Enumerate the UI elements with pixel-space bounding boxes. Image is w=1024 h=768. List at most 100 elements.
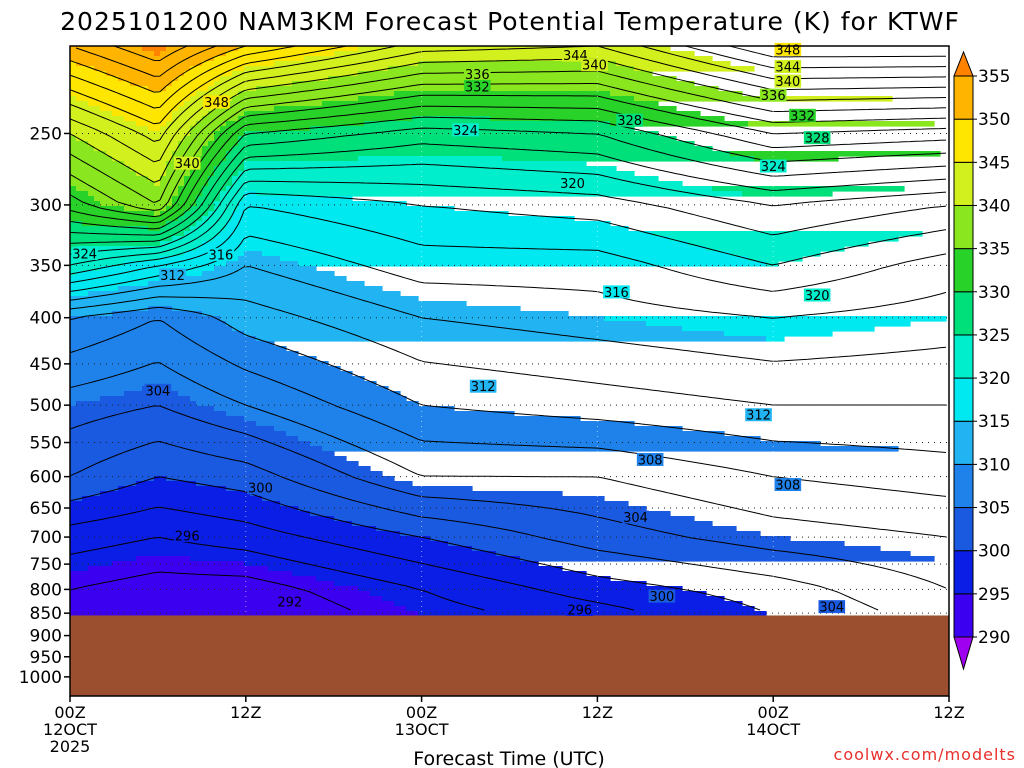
field-cell bbox=[244, 66, 389, 72]
field-cell bbox=[88, 566, 269, 572]
y-tick-label: 900 bbox=[30, 627, 62, 647]
contour-label-text: 328 bbox=[805, 132, 830, 147]
field-cell bbox=[634, 96, 761, 102]
field-cell bbox=[112, 156, 173, 162]
y-tick-label: 300 bbox=[30, 196, 62, 216]
contour-label: 336 bbox=[463, 67, 491, 83]
y-tick-label: 400 bbox=[30, 309, 62, 329]
colorbar-label: 335 bbox=[978, 240, 1010, 260]
field-cell bbox=[172, 116, 203, 122]
field-cell bbox=[202, 146, 233, 152]
contour-line-334 bbox=[70, 94, 947, 218]
field-cell bbox=[682, 326, 875, 332]
field-cell bbox=[70, 516, 335, 522]
contour-label-bg bbox=[173, 156, 201, 170]
contour-label: 332 bbox=[789, 108, 816, 124]
field-cell bbox=[172, 111, 209, 117]
field-cell bbox=[70, 336, 257, 342]
contour-line-312 bbox=[70, 296, 946, 406]
field-cell bbox=[70, 551, 497, 557]
field-cell bbox=[196, 196, 221, 202]
y-tick-label: 250 bbox=[30, 124, 62, 144]
field-cell bbox=[382, 596, 725, 602]
field-cell bbox=[172, 306, 521, 312]
field-cell bbox=[190, 166, 215, 172]
y-tick-label: 500 bbox=[30, 396, 62, 416]
contour-label: 296 bbox=[566, 602, 594, 618]
contour-label-text: 308 bbox=[638, 453, 663, 468]
field-cell bbox=[160, 181, 185, 187]
contour-label: 312 bbox=[159, 268, 186, 284]
field-cell bbox=[208, 181, 233, 187]
field-cell bbox=[610, 91, 743, 97]
field-cell bbox=[190, 206, 215, 212]
contour-line-314 bbox=[70, 266, 947, 362]
field-cell bbox=[136, 556, 191, 562]
contour-line-306 bbox=[70, 362, 947, 538]
contour-line-338 bbox=[70, 70, 947, 203]
field-cell bbox=[646, 321, 911, 327]
field-cell bbox=[226, 151, 731, 157]
field-cell bbox=[70, 386, 143, 392]
colorbar-label: 295 bbox=[978, 585, 1010, 605]
colorbar-label: 310 bbox=[978, 455, 1010, 475]
contour-label: 296 bbox=[173, 528, 201, 544]
field-cell bbox=[88, 141, 179, 147]
field-cell bbox=[238, 116, 413, 122]
field-cell bbox=[70, 301, 467, 307]
field-cell bbox=[490, 116, 725, 122]
field-cell bbox=[70, 476, 155, 482]
field-cell bbox=[364, 121, 611, 127]
y-tick-label: 350 bbox=[30, 256, 62, 276]
field-cell bbox=[70, 521, 353, 527]
colorbar-segment bbox=[953, 291, 974, 336]
field-cell bbox=[208, 176, 233, 182]
field-cell bbox=[226, 221, 611, 227]
colorbar-segment bbox=[953, 507, 974, 552]
colorbar-label: 325 bbox=[978, 326, 1010, 346]
field-cell bbox=[166, 221, 197, 227]
field-cell bbox=[148, 86, 167, 92]
field-cell bbox=[358, 586, 683, 592]
field-cell bbox=[334, 51, 695, 57]
contour-label: 340 bbox=[173, 156, 201, 172]
field-cell bbox=[400, 531, 761, 537]
contour-line-294 bbox=[70, 571, 351, 611]
contour-line-296 bbox=[70, 537, 485, 611]
contour-label: 292 bbox=[276, 594, 304, 610]
field-cell bbox=[70, 481, 137, 487]
field-cell bbox=[70, 101, 89, 107]
field-cell bbox=[274, 106, 677, 112]
field-cell bbox=[226, 486, 473, 492]
field-cell bbox=[70, 261, 125, 267]
field-cell bbox=[70, 486, 119, 492]
field-cell bbox=[70, 326, 233, 332]
field-cell bbox=[616, 61, 731, 67]
contour-label-bg bbox=[173, 528, 201, 542]
field-cell bbox=[256, 421, 635, 427]
field-cell bbox=[358, 96, 635, 102]
field-cell bbox=[358, 156, 503, 162]
field-cell bbox=[238, 46, 359, 52]
field-cell bbox=[178, 106, 215, 112]
contour-label-bg bbox=[774, 74, 802, 88]
field-cell bbox=[70, 56, 215, 62]
field-cell bbox=[70, 61, 77, 67]
field-cell bbox=[322, 446, 899, 452]
field-cell bbox=[766, 336, 785, 342]
field-cell bbox=[220, 126, 311, 132]
field-cell bbox=[166, 86, 209, 92]
contour-label: 300 bbox=[648, 589, 676, 605]
colorbar-segment bbox=[953, 75, 974, 120]
field-cell bbox=[238, 91, 395, 97]
contour-label-text: 316 bbox=[604, 286, 629, 301]
field-cell bbox=[214, 136, 239, 142]
field-cell bbox=[76, 186, 179, 192]
field-cell bbox=[238, 136, 677, 142]
colorbar-bottom-arrow bbox=[953, 636, 974, 671]
field-cell bbox=[178, 391, 401, 397]
contour-label-text: 308 bbox=[775, 479, 800, 494]
field-cell bbox=[76, 401, 197, 407]
field-cell bbox=[766, 261, 779, 267]
field-cell bbox=[208, 211, 233, 217]
